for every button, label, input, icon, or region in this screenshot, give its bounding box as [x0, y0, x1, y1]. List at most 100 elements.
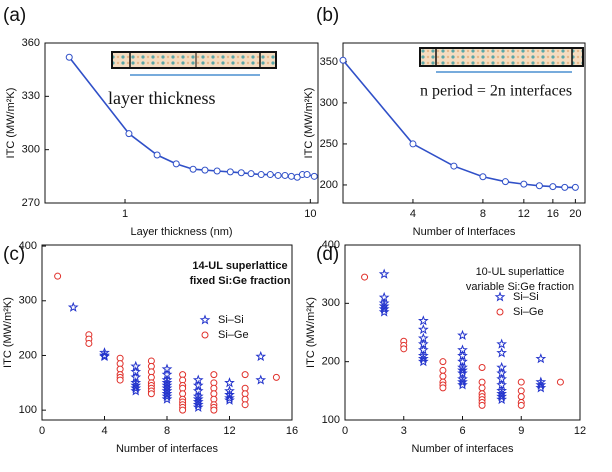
- data-point: [247, 170, 255, 178]
- data-point: [116, 376, 124, 384]
- data-point: [439, 358, 447, 366]
- data-point: [125, 130, 133, 138]
- data-point: [189, 165, 197, 173]
- data-point: [153, 151, 161, 159]
- x-tick-label: 9: [518, 425, 524, 437]
- data-point: [201, 166, 209, 174]
- data-point: [274, 171, 282, 179]
- x-tick-label: 16: [286, 425, 298, 437]
- data-point: [478, 364, 486, 371]
- data-point: [161, 390, 173, 402]
- data-point: [517, 393, 525, 401]
- data-point: [303, 171, 311, 179]
- legend-label: Si–Si: [513, 291, 539, 303]
- plot-frame: [44, 42, 319, 204]
- legend-label: Si–Ge: [218, 329, 249, 341]
- data-point: [457, 379, 468, 390]
- x-tick-label: 20: [569, 208, 581, 220]
- annotation: 10-UL superlattice: [476, 266, 565, 278]
- y-tick-label: 360: [22, 37, 40, 49]
- data-point: [417, 315, 429, 326]
- y-axis-label: ITC (MW/m²K): [2, 297, 14, 368]
- schematic-a: [111, 51, 277, 76]
- panel-label: (d): [316, 244, 339, 265]
- data-point: [378, 268, 390, 279]
- data-point: [457, 364, 468, 375]
- plot-frame: [342, 42, 586, 204]
- data-point: [517, 401, 525, 409]
- annotation: n period = 2n interfaces: [420, 83, 572, 100]
- data-point: [496, 391, 508, 402]
- legend-label: Si–Si: [218, 314, 244, 326]
- data-point: [99, 349, 110, 361]
- y-tick-label: 400: [322, 239, 340, 251]
- x-tick-label: 3: [401, 425, 407, 437]
- data-point: [147, 390, 155, 398]
- x-axis-label: Number of interfaces: [411, 443, 514, 455]
- data-point: [210, 406, 218, 414]
- x-tick-label: 8: [480, 208, 486, 220]
- data-point: [520, 180, 528, 188]
- x-tick-label: 0: [342, 425, 348, 437]
- data-point: [439, 384, 447, 392]
- x-tick-label: 0: [39, 425, 45, 437]
- y-tick-label: 330: [22, 90, 40, 102]
- data-point: [417, 356, 429, 367]
- data-point: [571, 183, 579, 191]
- y-tick-label: 300: [19, 295, 37, 307]
- data-point: [67, 301, 79, 312]
- legend-marker: [496, 308, 504, 316]
- data-point: [378, 303, 390, 314]
- data-point: [496, 347, 508, 358]
- data-point: [266, 171, 274, 179]
- data-point: [517, 387, 525, 395]
- data-point: [457, 376, 468, 387]
- annotation: fixed Si:Ge fraction: [190, 275, 291, 287]
- panel-label: (a): [3, 5, 26, 26]
- data-point: [439, 372, 447, 380]
- data-point: [450, 162, 458, 170]
- data-point: [224, 377, 235, 388]
- data-point: [417, 353, 429, 364]
- y-tick-label: 200: [322, 356, 340, 368]
- data-point: [257, 171, 265, 179]
- data-point: [556, 378, 564, 386]
- data-point: [213, 167, 221, 175]
- data-point: [361, 273, 369, 281]
- data-point: [255, 374, 267, 385]
- data-point: [535, 353, 547, 364]
- data-point: [255, 350, 267, 362]
- data-point: [210, 371, 218, 379]
- legend-marker: [494, 291, 506, 302]
- x-tick-label: 4: [410, 208, 416, 220]
- annotation: variable Si:Ge fraction: [466, 281, 574, 293]
- data-line: [342, 59, 576, 189]
- panel-label: (b): [316, 5, 339, 26]
- data-point: [496, 393, 508, 405]
- data-point: [478, 378, 486, 386]
- y-tick-label: 300: [322, 297, 340, 309]
- x-axis-label: Layer thickness (nm): [130, 226, 232, 238]
- data-point: [192, 401, 204, 412]
- legend-marker: [201, 331, 209, 339]
- y-tick-label: 300: [22, 144, 40, 156]
- data-point: [535, 182, 543, 190]
- x-tick-label: 8: [164, 425, 170, 437]
- data-point: [310, 172, 318, 180]
- y-tick-label: 100: [322, 414, 340, 426]
- data-point: [130, 382, 142, 393]
- y-tick-label: 250: [320, 138, 338, 150]
- y-axis-label: ITC (MW/m²K): [303, 88, 315, 159]
- legend-label: Si–Ge: [513, 306, 544, 318]
- x-tick-label: 4: [101, 425, 107, 437]
- x-axis-label: Number of interfaces: [116, 443, 219, 455]
- x-tick-label: 10: [304, 208, 316, 220]
- data-point: [99, 347, 110, 358]
- data-point: [161, 393, 173, 404]
- data-point: [478, 384, 486, 392]
- y-tick-label: 350: [320, 56, 338, 68]
- x-axis-label: Number of Interfaces: [413, 226, 516, 238]
- y-axis-label: ITC (MW/m²K): [5, 88, 17, 159]
- y-tick-label: 200: [19, 349, 37, 361]
